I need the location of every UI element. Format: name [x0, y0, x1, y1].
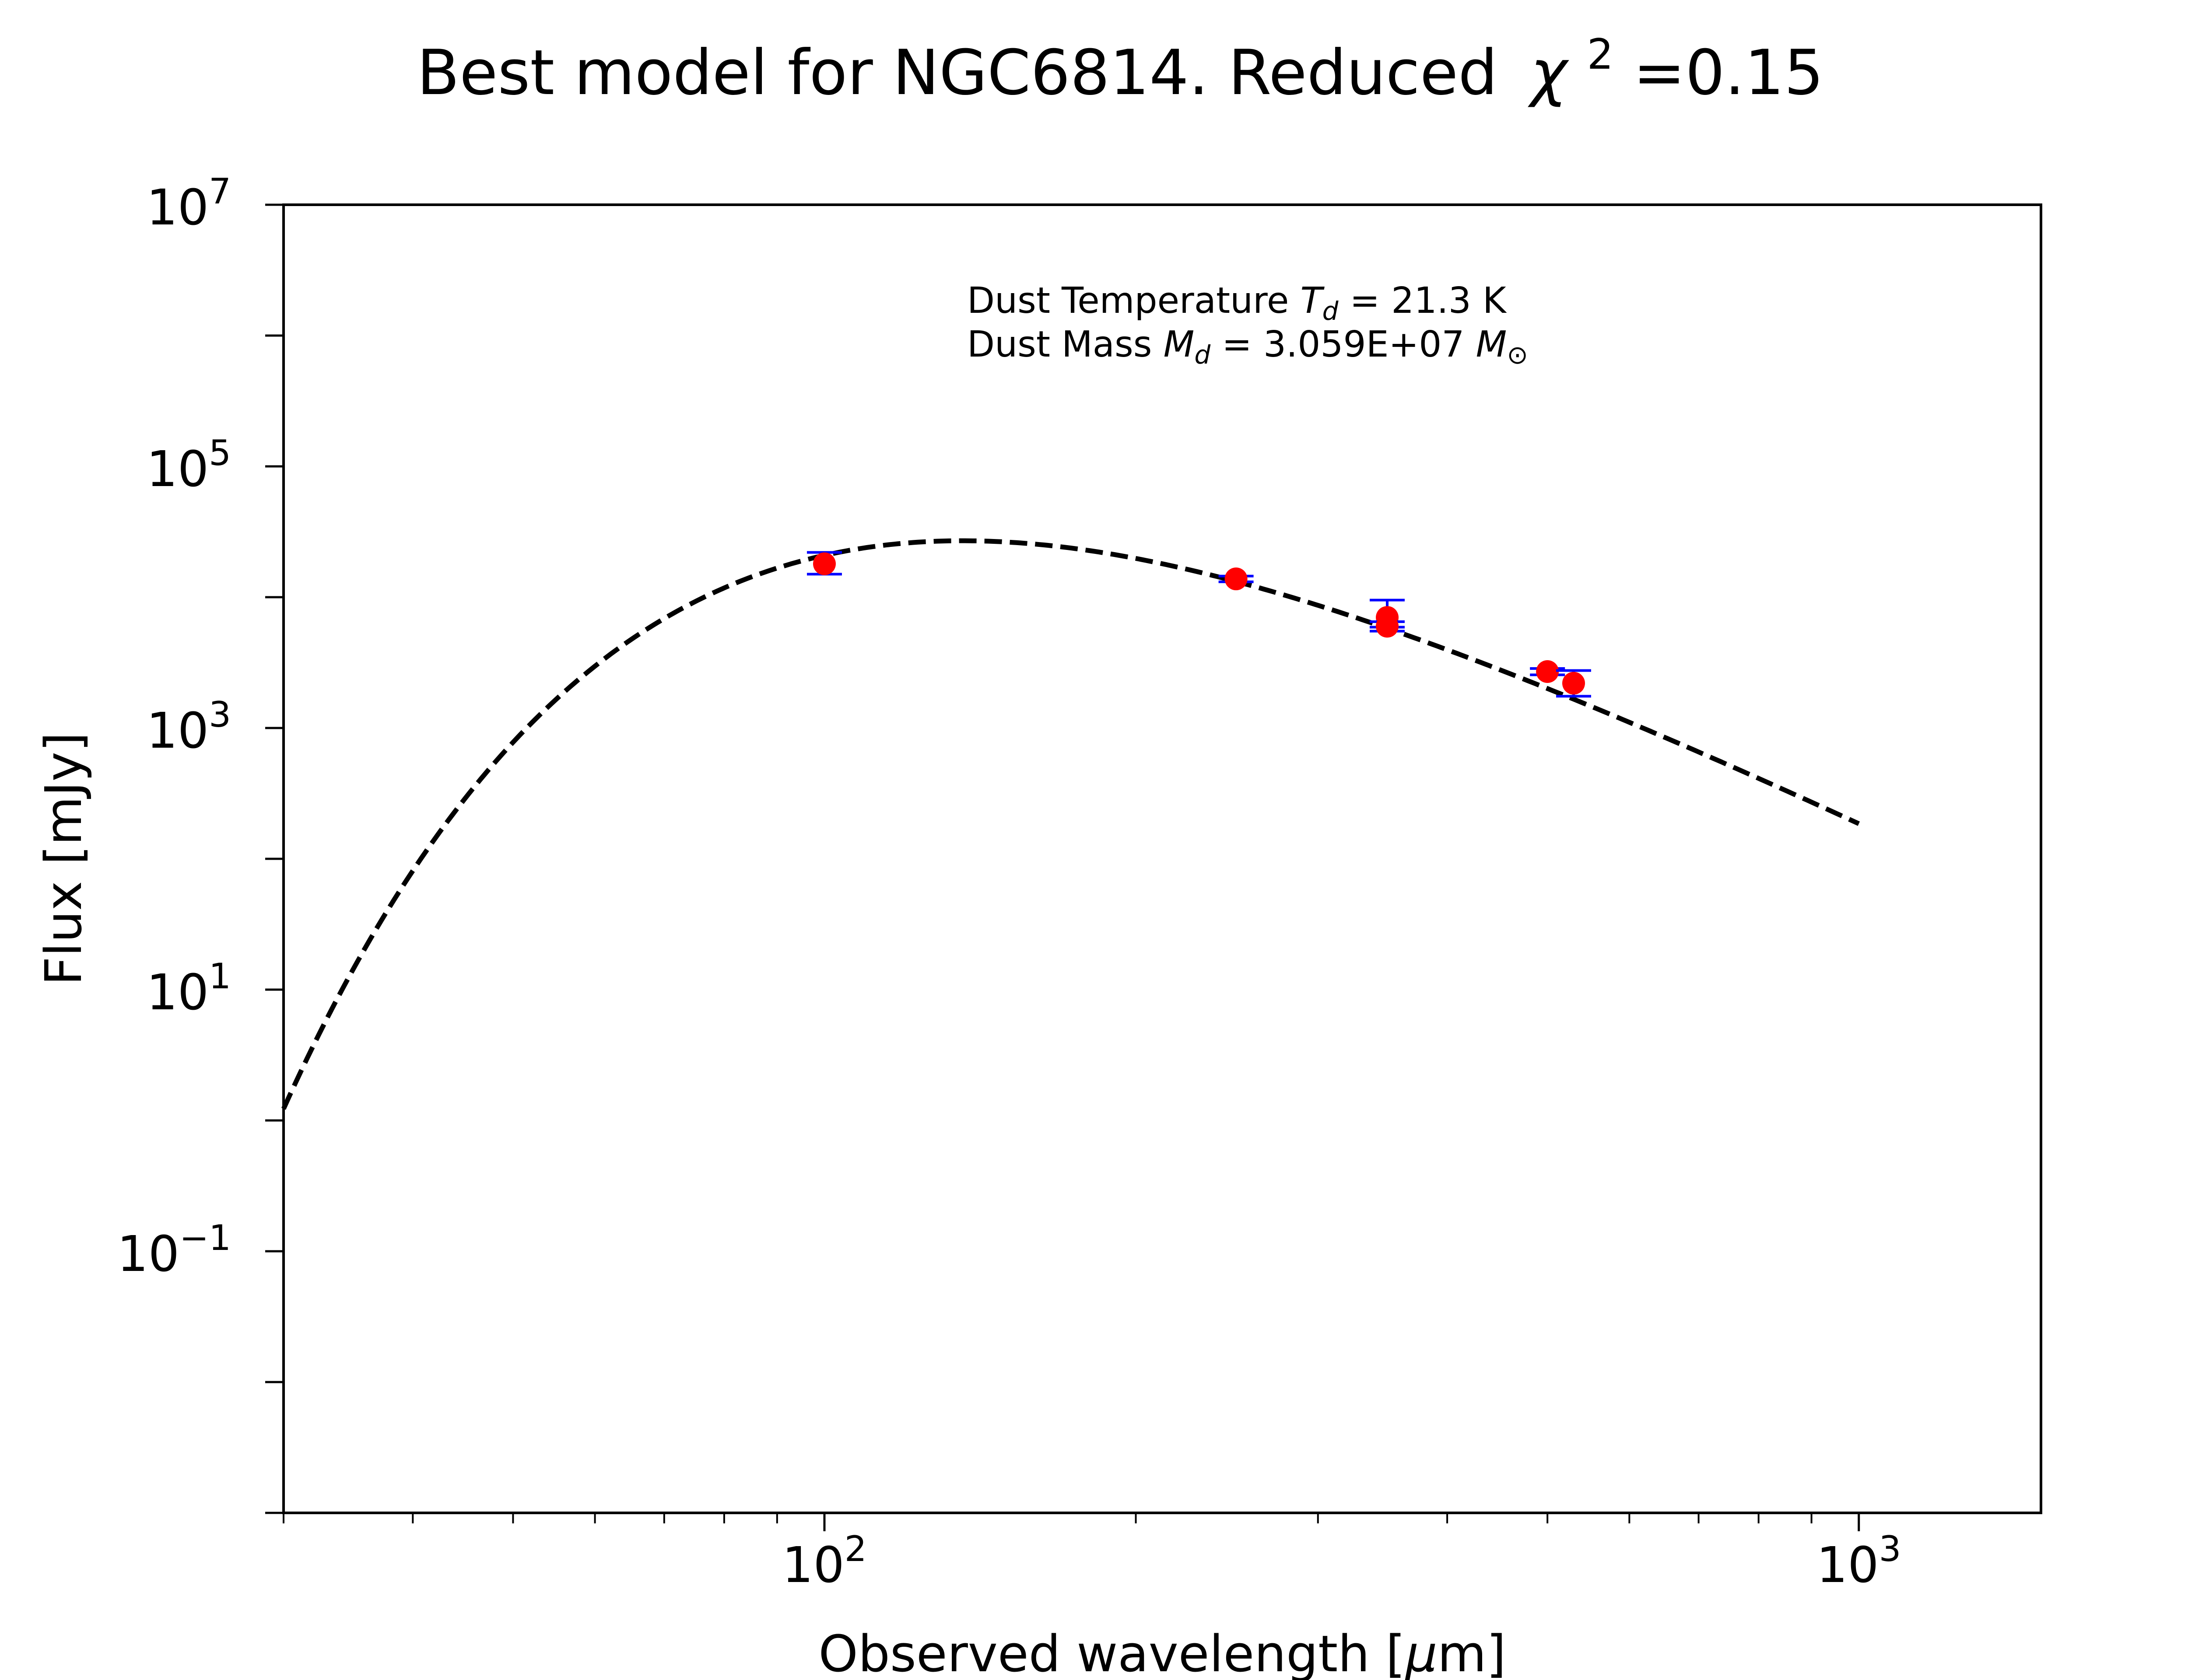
annotation-mass-sub: d	[1194, 340, 1211, 370]
data-point	[806, 551, 842, 576]
chart-title-main: Best model for NGC6814. Reduced	[417, 37, 1498, 109]
annotation-mass-prefix: Dust Mass	[967, 324, 1164, 365]
data-marker	[1224, 567, 1248, 591]
annotation-temperature-value: = 21.3 K	[1338, 280, 1507, 322]
y-tick-label: 103	[147, 694, 231, 760]
data-marker	[1536, 660, 1559, 683]
y-tick-label-exponent: 5	[209, 433, 231, 473]
y-tick-label: 101	[147, 956, 231, 1021]
x-axis-label-main: Observed wavelength [	[818, 1625, 1405, 1680]
data-point	[1530, 660, 1565, 683]
data-marker	[813, 552, 836, 575]
y-tick-label: 107	[147, 171, 231, 236]
x-axis-label-mu: μ	[1405, 1625, 1438, 1680]
y-tick-label-exponent: 7	[209, 171, 231, 212]
x-tick-label: 102	[782, 1529, 866, 1594]
y-axis-label: Flux [mJy]	[35, 732, 93, 985]
annotation-temperature-sub: d	[1322, 296, 1339, 326]
fit-annotation: Dust Temperature Td = 21.3 K Dust Mass M…	[967, 280, 1528, 370]
chart-title-chi-value: =0.15	[1633, 37, 1823, 109]
annotation-temperature-prefix: Dust Temperature	[967, 280, 1301, 322]
y-tick-label: 105	[147, 433, 231, 498]
chart-title-chi-sup: 2	[1587, 31, 1613, 79]
chart-title: Best model for NGC6814. Reduced χ 2 =0.1…	[417, 11, 1824, 109]
model-curve	[281, 538, 1860, 1110]
x-tick-label-base: 10	[1816, 1537, 1879, 1594]
data-point	[1370, 615, 1405, 638]
x-tick-label-base: 10	[782, 1537, 845, 1594]
x-tick-label-exponent: 3	[1879, 1529, 1901, 1569]
data-points	[806, 551, 1592, 698]
y-tick-label: 10−1	[117, 1218, 231, 1283]
y-tick-label-base: 10	[147, 703, 209, 760]
data-marker	[1376, 615, 1399, 638]
x-axis-label: Observed wavelength [μm]	[818, 1625, 1506, 1680]
annotation-mass-value: = 3.059E+07	[1210, 324, 1476, 365]
y-tick-label-base: 10	[147, 441, 209, 498]
x-axis-label-unit: m]	[1438, 1625, 1506, 1680]
annotation-temperature-symbol: T	[1301, 280, 1325, 322]
y-tick-label-exponent: −1	[179, 1218, 231, 1258]
x-tick-label-exponent: 2	[845, 1529, 867, 1569]
data-point	[1556, 669, 1592, 698]
y-tick-label-base: 10	[147, 179, 209, 236]
plot-frame	[282, 203, 2042, 1514]
data-point	[1218, 567, 1254, 591]
data-marker	[1562, 672, 1585, 695]
annotation-temperature: Dust Temperature Td = 21.3 K	[967, 280, 1507, 326]
x-tick-label: 103	[1816, 1529, 1901, 1594]
y-tick-label-base: 10	[147, 964, 209, 1021]
annotation-mass-symbol: M	[1164, 324, 1195, 365]
y-tick-label-exponent: 1	[209, 956, 231, 997]
annotation-mass-unit-sub: ⊙	[1507, 340, 1528, 370]
y-tick-label-exponent: 3	[209, 694, 231, 735]
x-axis: 102 103	[283, 1513, 1901, 1594]
chart-title-chi: χ	[1527, 37, 1569, 109]
annotation-mass-unit-symbol: M	[1476, 324, 1507, 365]
annotation-mass: Dust Mass Md = 3.059E+07 M⊙	[967, 324, 1528, 370]
y-tick-label-base: 10	[117, 1226, 180, 1283]
